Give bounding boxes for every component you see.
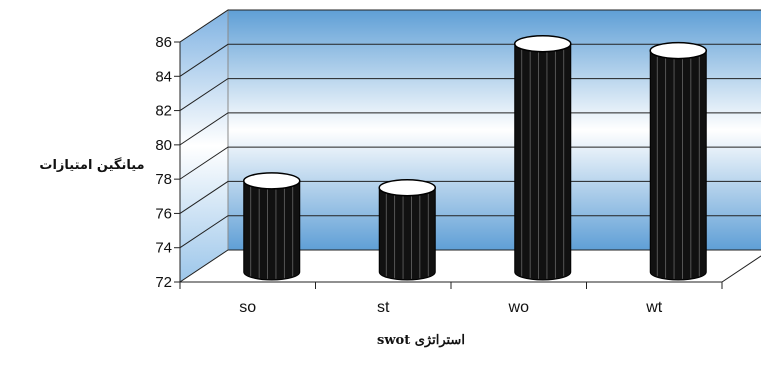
y-tick-label: 82 [155, 103, 172, 120]
gridline [179, 180, 761, 214]
y-axis: 72 74 76 78 80 82 84 86 [155, 34, 181, 291]
x-tick-label: so [239, 299, 256, 316]
x-axis: so st wo wt [179, 282, 723, 316]
bar-top [649, 41, 707, 60]
bars [243, 34, 707, 281]
gridline [179, 78, 761, 111]
x-tick-label: wo [508, 299, 530, 316]
y-tick-label: 80 [155, 137, 172, 154]
bar-body [378, 187, 436, 281]
y-tick-label: 72 [155, 274, 172, 291]
y-tick-label: 74 [155, 240, 172, 257]
y-tick-label: 86 [155, 34, 172, 51]
y-tick-label: 76 [155, 205, 172, 222]
gridline [179, 9, 761, 43]
bar-top [378, 178, 436, 197]
bar-top [243, 172, 301, 190]
x-tick-label: st [377, 299, 390, 316]
floor [178, 249, 761, 283]
gridline [179, 215, 761, 249]
x-tick-label: wt [645, 299, 663, 316]
y-axis-title: میانگین امتیازات [39, 157, 144, 173]
y-tick-label: 84 [155, 68, 172, 85]
gridline [179, 146, 761, 180]
bar-body [514, 43, 572, 281]
y-tick-label: 78 [155, 171, 172, 188]
bar-body [243, 180, 301, 281]
bar-body [649, 50, 707, 281]
x-axis-title: استراتژی swot [377, 333, 465, 348]
side-wall [179, 9, 229, 283]
bar [378, 178, 436, 281]
gridline [179, 112, 761, 146]
bar [514, 34, 572, 281]
bar-top [514, 34, 572, 53]
gridlines [179, 9, 761, 249]
gridline [179, 43, 761, 77]
bar [649, 41, 707, 281]
bar [243, 172, 301, 281]
